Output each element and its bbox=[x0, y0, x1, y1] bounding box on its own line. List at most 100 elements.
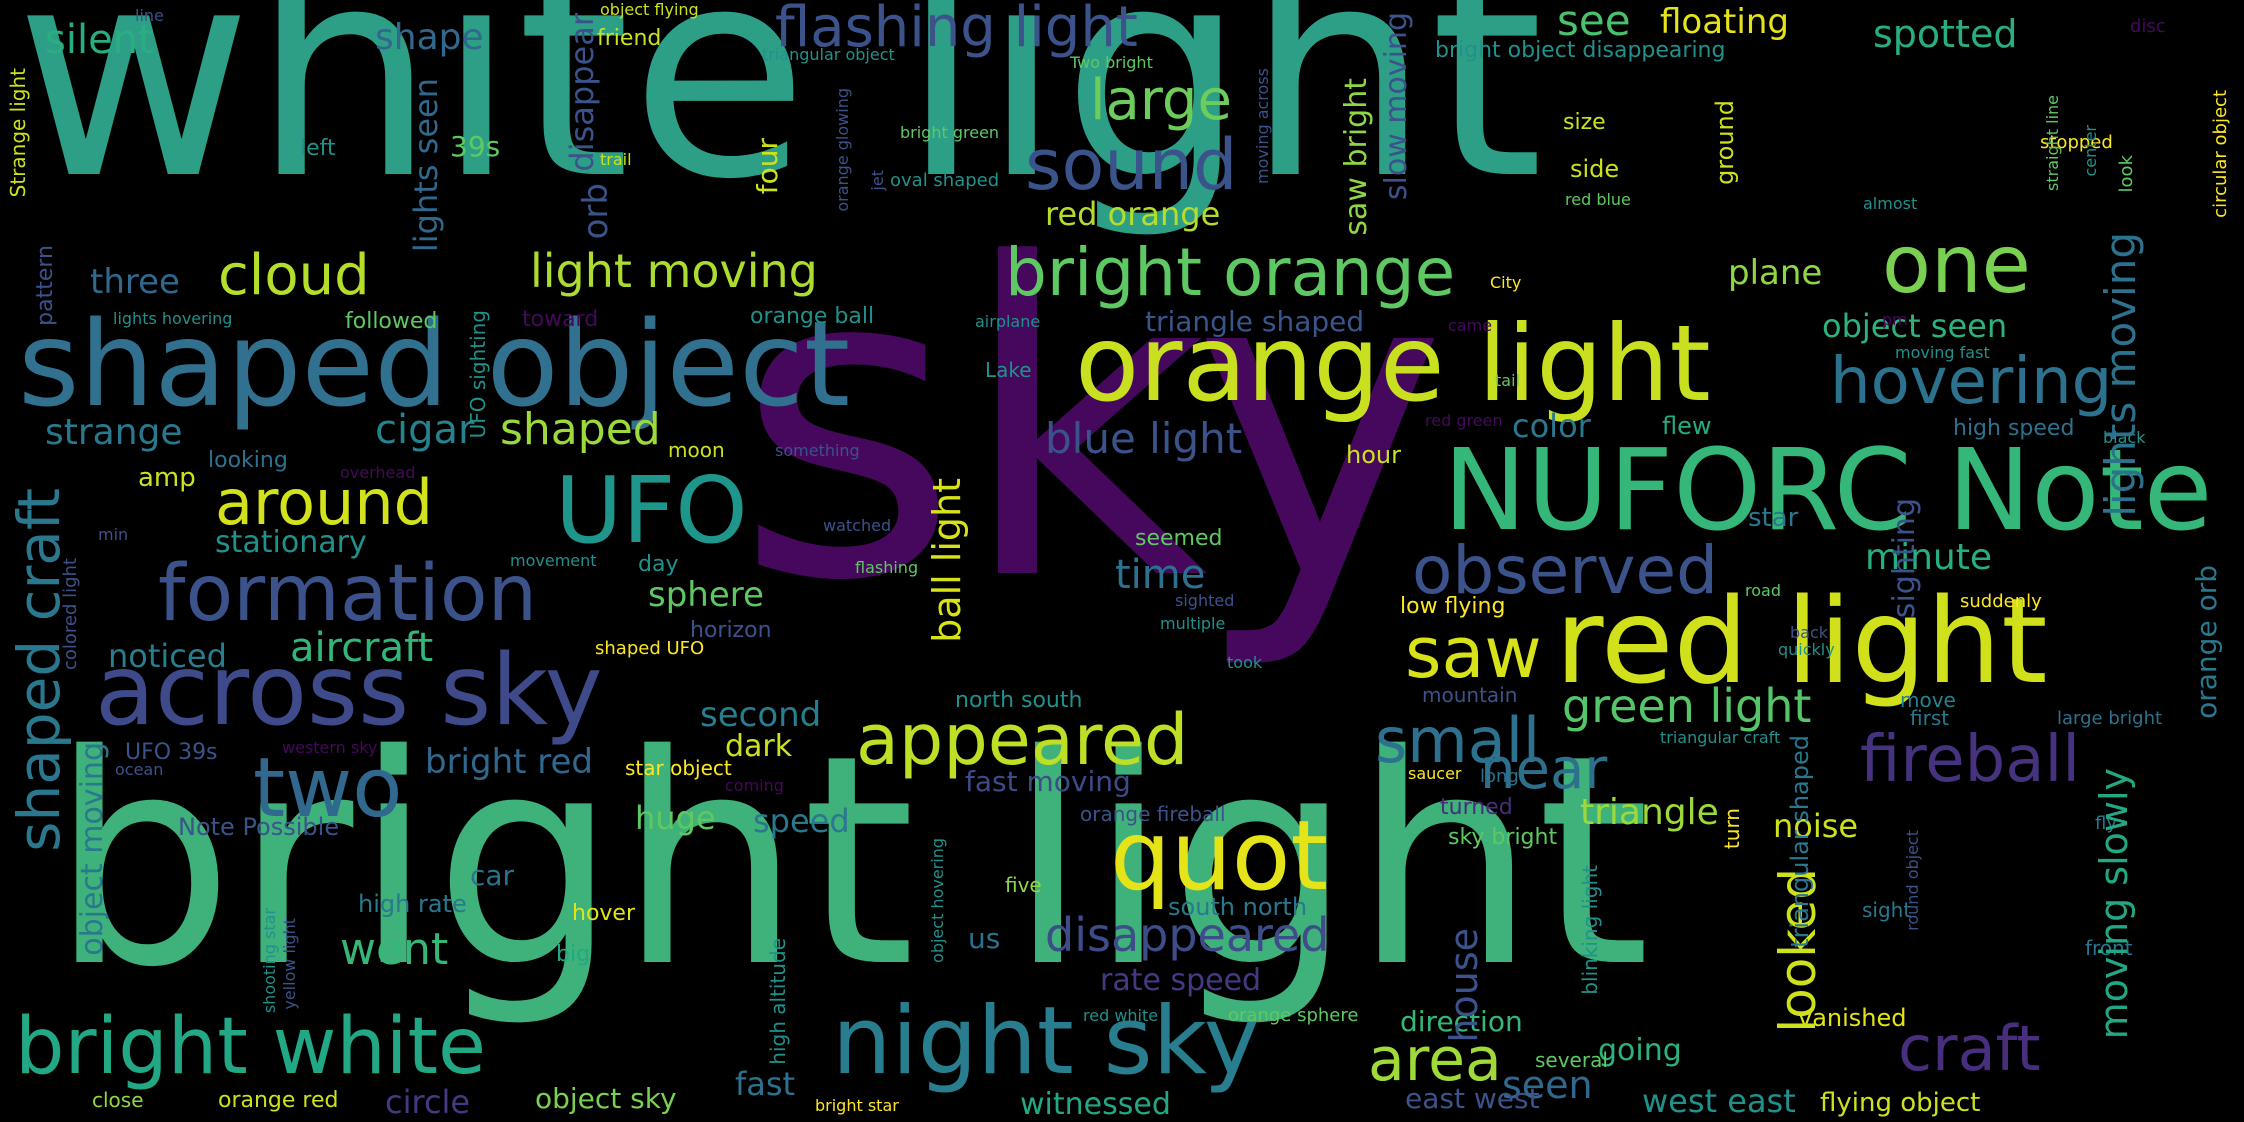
word-flashing: flashing bbox=[855, 558, 919, 577]
word-horizon: horizon bbox=[690, 618, 772, 643]
word-mountain: mountain bbox=[1422, 683, 1518, 707]
word-ufo-39s: UFO 39s bbox=[125, 740, 218, 765]
word-object-sky: object sky bbox=[535, 1082, 677, 1115]
word-toward: toward bbox=[522, 307, 599, 332]
word-nuforc-note: NUFORC Note bbox=[1443, 426, 2213, 556]
word-round-object: round object bbox=[1903, 830, 1922, 931]
word-three: three bbox=[90, 262, 180, 302]
word-red-green: red green bbox=[1425, 411, 1503, 430]
word-city: City bbox=[1490, 273, 1522, 292]
word-orange-fireball: orange fireball bbox=[1080, 802, 1226, 826]
word-seen: seen bbox=[1502, 1063, 1593, 1107]
word-suddenly: suddenly bbox=[1960, 591, 2042, 612]
word-move: move bbox=[1900, 688, 1956, 712]
word-speed: speed bbox=[753, 802, 850, 840]
word-craft: craft bbox=[1898, 1012, 2041, 1085]
word-fireball: fireball bbox=[1860, 723, 2080, 797]
word-black: black bbox=[2103, 428, 2146, 447]
word-across-sky: across sky bbox=[95, 634, 603, 748]
word-almost: almost bbox=[1863, 194, 1918, 213]
word-turn: turn bbox=[1720, 808, 1744, 850]
word-four: four bbox=[751, 138, 784, 195]
word-day: day bbox=[638, 552, 679, 577]
word-lights-hovering: lights hovering bbox=[113, 309, 233, 328]
word-cigar: cigar bbox=[375, 407, 475, 453]
word-near: near bbox=[1480, 737, 1608, 802]
word-night-sky: night sky bbox=[832, 987, 1260, 1096]
word-plane: plane bbox=[1728, 253, 1823, 293]
word-lights-seen: lights seen bbox=[407, 78, 445, 253]
word-bright-white: bright white bbox=[15, 1002, 487, 1092]
word-red-orange: red orange bbox=[1045, 195, 1221, 233]
word-circle: circle bbox=[385, 1083, 471, 1121]
word-flashing-light: flashing light bbox=[775, 0, 1138, 60]
word-road: road bbox=[1745, 581, 1781, 600]
word-area: area bbox=[1368, 1025, 1502, 1095]
word-observed: observed bbox=[1412, 532, 1718, 609]
word-went: went bbox=[340, 924, 449, 975]
word-sighting: sighting bbox=[1887, 498, 1922, 619]
word-line: line bbox=[135, 6, 164, 25]
word-five: five bbox=[1005, 873, 1042, 897]
word-noise: noise bbox=[1773, 807, 1859, 845]
word-two-bright: Two bright bbox=[1070, 53, 1153, 72]
word-slow-moving: slow moving bbox=[1379, 12, 1414, 201]
word-orange-sphere: orange sphere bbox=[1228, 1005, 1359, 1026]
word-front: front bbox=[2085, 936, 2133, 960]
word-moon: moon bbox=[668, 438, 725, 462]
word-blinking-light: blinking light bbox=[1578, 865, 1602, 995]
word-orange-glowing: orange glowing bbox=[833, 88, 852, 212]
word-going: going bbox=[1598, 1033, 1682, 1068]
word-blue-light: blue light bbox=[1045, 414, 1243, 463]
word-sight: sight bbox=[1862, 898, 1912, 922]
word-stationary: stationary bbox=[215, 525, 367, 560]
word-bright-orange: bright orange bbox=[1005, 234, 1456, 311]
word-overhead: overhead bbox=[340, 463, 416, 482]
word-noticed: noticed bbox=[108, 637, 227, 675]
word-appeared: appeared bbox=[856, 699, 1189, 781]
word-friend: friend bbox=[597, 26, 662, 51]
word-bright-star: bright star bbox=[815, 1096, 899, 1115]
word-red-light: red light bbox=[1555, 572, 2048, 710]
word-lights-moving: lights moving bbox=[2096, 232, 2145, 517]
word-two: two bbox=[253, 741, 403, 836]
word-high-rate: high rate bbox=[358, 890, 467, 918]
word-center: center bbox=[2081, 125, 2100, 177]
word-moving-fast: moving fast bbox=[1895, 343, 1990, 362]
word-formation: formation bbox=[158, 549, 538, 639]
word-close: close bbox=[92, 1088, 144, 1112]
word-car: car bbox=[470, 859, 515, 892]
word-triangular-object: triangular object bbox=[762, 45, 895, 64]
word-shaped-ufo: shaped UFO bbox=[595, 638, 705, 659]
word-north-south: north south bbox=[955, 688, 1083, 713]
word-stopped: stopped bbox=[2040, 132, 2113, 153]
word-small: small bbox=[1375, 704, 1541, 777]
word-around: around bbox=[215, 466, 433, 539]
word-pattern: pattern bbox=[33, 245, 58, 326]
word-orange-orb: orange orb bbox=[2190, 565, 2223, 719]
word-first: first bbox=[1910, 706, 1950, 730]
word-watched: watched bbox=[823, 516, 892, 535]
word-saucer: saucer bbox=[1408, 764, 1462, 783]
word-rate-speed: rate speed bbox=[1100, 963, 1262, 998]
word-moving-slowly: moving slowly bbox=[2092, 768, 2136, 1040]
word-color: color bbox=[1512, 407, 1591, 445]
word-fast-moving: fast moving bbox=[965, 765, 1131, 798]
word-ground: ground bbox=[1711, 100, 1739, 185]
word-green-light: green light bbox=[1562, 679, 1812, 733]
word-high-speed: high speed bbox=[1953, 416, 2075, 441]
word-second: second bbox=[700, 695, 822, 735]
word-left: left bbox=[300, 136, 336, 161]
word-silent: silent bbox=[45, 17, 154, 63]
word-aircraft: aircraft bbox=[290, 625, 434, 671]
word-pm: pm bbox=[1882, 310, 1908, 329]
word-side: side bbox=[1570, 155, 1620, 183]
word-sphere: sphere bbox=[648, 575, 764, 615]
word-object-hovering: object hovering bbox=[928, 838, 947, 963]
word-ufo-sighting: UFO sighting bbox=[466, 310, 490, 439]
word-east-west: east west bbox=[1405, 1082, 1540, 1115]
word-colored-light: colored light bbox=[60, 558, 81, 671]
word-hovering: hovering bbox=[1830, 345, 2113, 419]
word-sky-bright: sky bright bbox=[1448, 825, 1558, 850]
word-shaped: shaped bbox=[500, 404, 661, 455]
